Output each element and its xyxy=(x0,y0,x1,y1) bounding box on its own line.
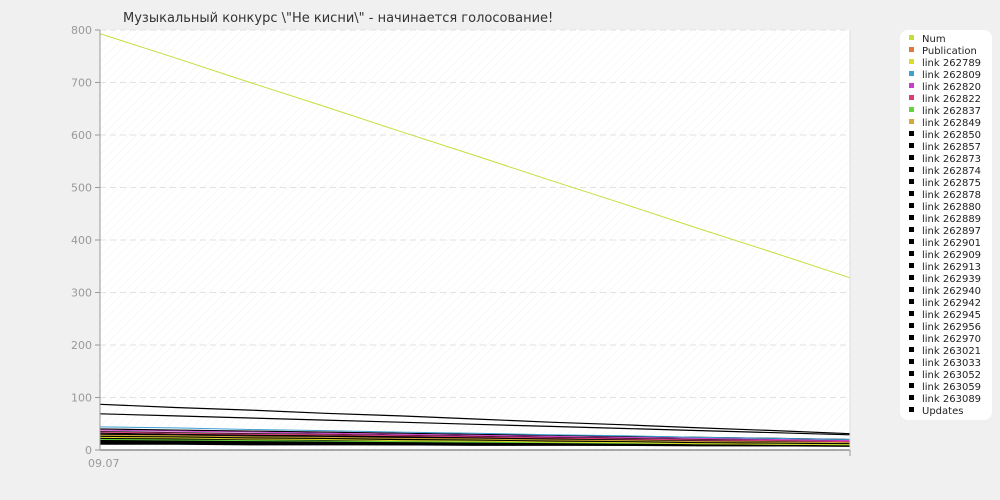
y-tick-label: 700 xyxy=(71,77,92,90)
legend-label: link 262820 xyxy=(922,82,981,93)
legend-label: link 263059 xyxy=(922,382,981,393)
legend-swatch xyxy=(909,71,914,76)
legend-label: link 262878 xyxy=(922,190,981,201)
legend-label: link 263089 xyxy=(922,394,981,405)
y-tick-label: 200 xyxy=(71,339,92,352)
legend-label: Publication xyxy=(922,46,977,57)
legend-label: link 262942 xyxy=(922,298,981,309)
legend-label: link 262880 xyxy=(922,202,981,213)
legend-swatch xyxy=(909,287,914,292)
series-line xyxy=(99,413,851,436)
legend-swatch xyxy=(909,95,914,100)
legend-swatch xyxy=(909,35,914,40)
legend-label: link 262945 xyxy=(922,310,981,321)
legend-swatch xyxy=(909,299,914,304)
legend-label: link 262889 xyxy=(922,214,981,225)
legend-label: link 262857 xyxy=(922,142,981,153)
legend-label: link 262897 xyxy=(922,226,981,237)
x-tick-label: 09.07 xyxy=(88,457,120,470)
legend-swatch xyxy=(909,203,914,208)
legend-swatch xyxy=(909,407,914,412)
legend-label: link 263052 xyxy=(922,370,981,381)
series-line xyxy=(99,429,851,442)
chart-title: Музыкальный конкурс \"Не кисни\" - начин… xyxy=(123,11,553,26)
legend-swatch xyxy=(909,227,914,232)
series-line xyxy=(99,431,851,443)
legend-swatch xyxy=(909,191,914,196)
legend-swatch xyxy=(909,131,914,136)
legend-swatch xyxy=(909,359,914,364)
y-axis-ticks: 0 100 200 300 400 500 600 700 800 xyxy=(71,24,100,457)
legend-swatch xyxy=(909,275,914,280)
legend-label: link 262970 xyxy=(922,334,981,345)
legend-background xyxy=(900,30,992,420)
legend-label: link 262849 xyxy=(922,118,981,129)
legend-label: link 262822 xyxy=(922,94,981,105)
series-line xyxy=(99,403,851,435)
legend-swatch xyxy=(909,383,914,388)
legend-label: link 262874 xyxy=(922,166,981,177)
legend-label: link 262809 xyxy=(922,70,981,81)
legend-label: link 262789 xyxy=(922,58,981,69)
legend-swatch xyxy=(909,347,914,352)
y-tick-label: 800 xyxy=(71,24,92,37)
legend-swatch xyxy=(909,119,914,124)
legend-label: link 262873 xyxy=(922,154,981,165)
legend-label: link 262901 xyxy=(922,238,981,249)
y-tick-label: 500 xyxy=(71,182,92,195)
legend-swatch xyxy=(909,395,914,400)
legend-label: link 263033 xyxy=(922,358,981,369)
legend-swatch xyxy=(909,215,914,220)
legend-swatch xyxy=(909,263,914,268)
legend-swatch xyxy=(909,155,914,160)
legend-label: link 263021 xyxy=(922,346,981,357)
legend-swatch xyxy=(909,107,914,112)
legend-swatch xyxy=(909,59,914,64)
legend-label: link 262909 xyxy=(922,250,981,261)
series-line xyxy=(99,33,851,279)
y-tick-label: 400 xyxy=(71,234,92,247)
legend-label: link 262837 xyxy=(922,106,981,117)
y-tick-label: 0 xyxy=(85,444,92,457)
legend-swatch xyxy=(909,143,914,148)
legend-label: link 262875 xyxy=(922,178,981,189)
legend-swatch xyxy=(909,167,914,172)
legend-swatch xyxy=(909,179,914,184)
series-line xyxy=(99,436,851,446)
legend-label: link 262913 xyxy=(922,262,981,273)
legend-swatch xyxy=(909,83,914,88)
legend-label: Updates xyxy=(922,406,963,417)
legend-swatch xyxy=(909,335,914,340)
legend-swatch xyxy=(909,371,914,376)
grid-lines xyxy=(100,29,850,398)
y-tick-label: 300 xyxy=(71,287,92,300)
legend-label: Num xyxy=(922,34,946,45)
series-line xyxy=(99,434,851,444)
legend-label: link 262939 xyxy=(922,274,981,285)
legend-swatch xyxy=(909,47,914,52)
legend-label: link 262956 xyxy=(922,322,981,333)
legend-swatch xyxy=(909,311,914,316)
legend-swatch xyxy=(909,323,914,328)
series-line xyxy=(99,426,851,440)
y-tick-label: 600 xyxy=(71,129,92,142)
y-tick-label: 100 xyxy=(71,392,92,405)
legend-swatch xyxy=(909,251,914,256)
legend-label: link 262850 xyxy=(922,130,981,141)
legend-label: link 262940 xyxy=(922,286,981,297)
legend-swatch xyxy=(909,239,914,244)
